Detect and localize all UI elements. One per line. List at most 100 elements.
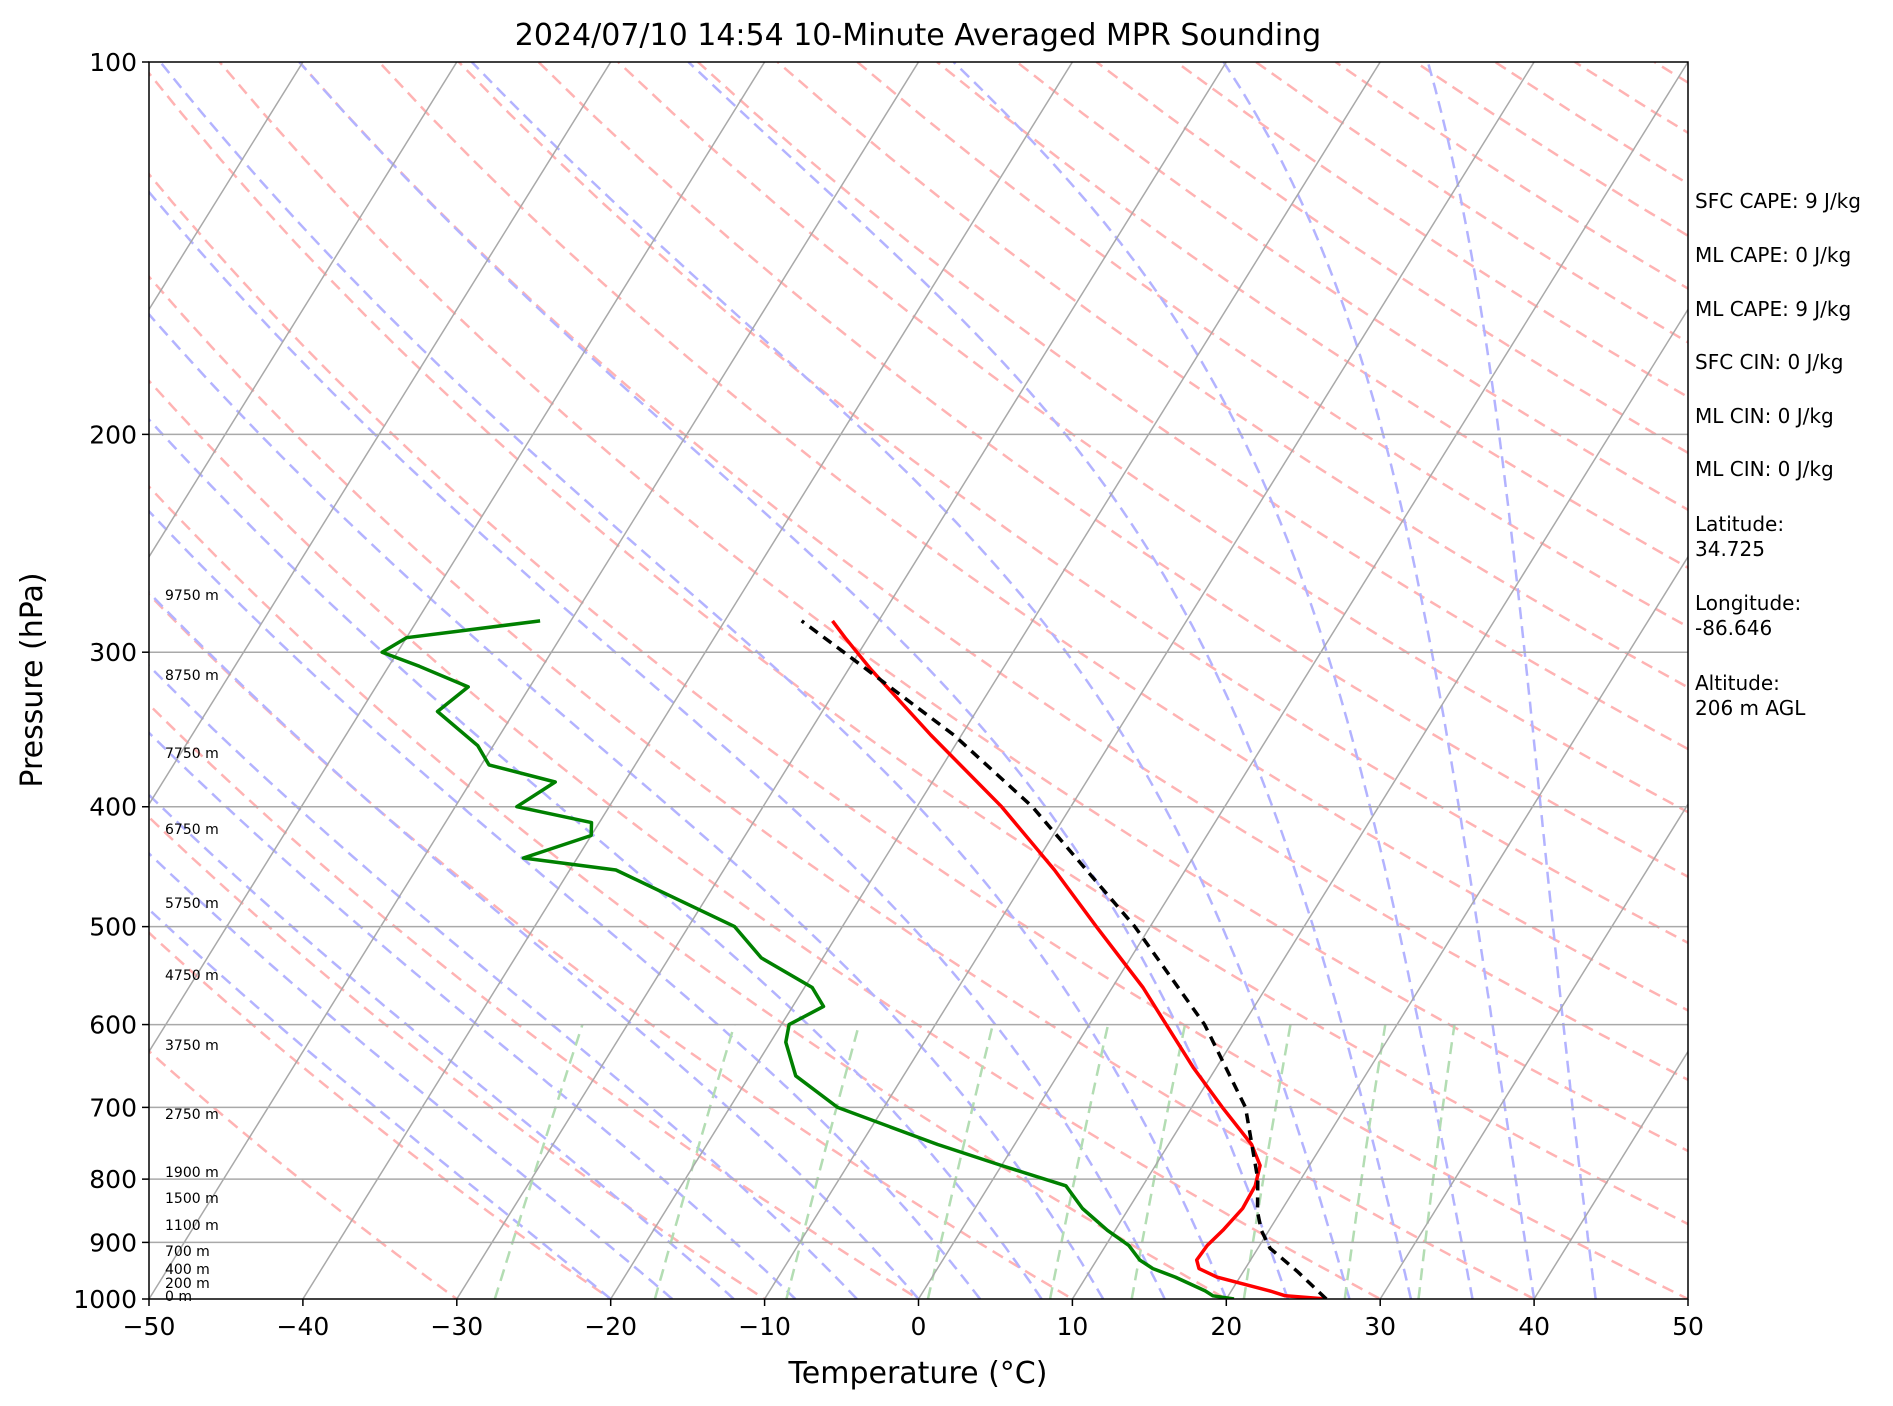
dry-adiabat-line — [149, 71, 1688, 1226]
moist-adiabat-line — [149, 590, 920, 1299]
height-label: 5750 m — [165, 896, 219, 912]
background-guide-lines — [0, 34, 1688, 1325]
moist-adiabat-line — [1426, 62, 1597, 1299]
y-tick-label: 500 — [89, 913, 137, 942]
isotherm-line — [149, 62, 612, 806]
y-tick-label: 1000 — [73, 1285, 137, 1314]
dry-adiabat-line — [298, 62, 1688, 1082]
stat-ml-cape-2: ML CAPE: 9 J/kg — [1695, 297, 1852, 321]
stat-sfc-cape: SFC CAPE: 9 J/kg — [1695, 189, 1861, 213]
isotherm-line — [149, 62, 766, 1054]
x-tick-label: 0 — [911, 1312, 927, 1341]
height-label: 9750 m — [165, 588, 219, 604]
dry-adiabat-line — [617, 62, 1688, 814]
y-tick-label: 200 — [89, 420, 137, 449]
moist-adiabat-line — [952, 62, 1474, 1299]
isotherm-line — [0, 34, 12, 1325]
dry-adiabat-line — [457, 62, 1688, 945]
height-label: 3750 m — [165, 1038, 219, 1054]
y-tick-label: 600 — [89, 1011, 137, 1040]
mixing-ratio-line — [653, 1024, 736, 1299]
y-tick-label: 800 — [89, 1165, 137, 1194]
isotherm-line — [917, 62, 1688, 1299]
mixing-ratio-line — [1343, 1024, 1387, 1299]
moist-adiabat-line — [149, 793, 735, 1299]
moist-adiabat-line — [470, 62, 1351, 1299]
x-tick-label: 30 — [1364, 1312, 1396, 1341]
y-tick-label: 300 — [89, 638, 137, 667]
height-label: 1100 m — [165, 1218, 219, 1234]
mixing-ratio-line — [1417, 1024, 1456, 1299]
dry-adiabat-line — [149, 702, 921, 1299]
moist-adiabat-line — [298, 62, 1290, 1299]
stat-latitude: Latitude: 34.725 — [1695, 512, 1785, 561]
moist-adiabat-line — [149, 509, 982, 1299]
dry-adiabat-line — [149, 931, 613, 1299]
isotherm-line — [149, 62, 458, 559]
height-label: 700 m — [165, 1244, 210, 1260]
y-tick-label: 900 — [89, 1228, 137, 1257]
height-label: 200 m — [165, 1276, 210, 1292]
x-tick-label: −40 — [277, 1312, 330, 1341]
moist-adiabat-line — [149, 851, 674, 1299]
dry-adiabat-line — [149, 274, 1537, 1299]
x-tick-label: 20 — [1210, 1312, 1242, 1341]
height-label: 7750 m — [165, 746, 219, 762]
isotherm-line — [455, 62, 1228, 1299]
isotherm-line — [149, 62, 304, 311]
height-label: 1500 m — [165, 1191, 219, 1207]
isotherm-line — [763, 62, 1535, 1299]
dewpoint-profile-line — [380, 619, 1235, 1299]
moist-adiabat-line — [149, 731, 797, 1299]
moist-adiabat-line — [149, 907, 612, 1299]
height-label: 400 m — [165, 1262, 210, 1278]
x-tick-label: 10 — [1056, 1312, 1088, 1341]
dry-adiabat-line — [149, 172, 1688, 1299]
stat-altitude: Altitude: 206 m AGL — [1695, 671, 1806, 720]
moist-adiabat-line — [149, 417, 1043, 1299]
dry-adiabat-line — [856, 62, 1688, 629]
height-labels: 9750 m 8750 m 7750 m 6750 m 5750 m 4750 m 3750… — [165, 588, 219, 1305]
moist-adiabat-line — [159, 62, 1228, 1299]
y-tick-label: 400 — [89, 793, 137, 822]
x-axis-label: Temperature (°C) — [788, 1356, 1048, 1391]
height-label: 0 m — [165, 1289, 192, 1305]
moist-adiabat-line — [149, 190, 1166, 1299]
isotherm-line — [609, 62, 1382, 1299]
isotherm-line — [1379, 802, 1688, 1299]
grid-lines — [149, 433, 1688, 1244]
height-label: 6750 m — [165, 822, 219, 838]
dry-adiabat-line — [149, 379, 1383, 1299]
y-axis-ticks: 100 200 300 400 500 600 700 800 900 1000 — [73, 48, 149, 1314]
height-label: 4750 m — [165, 968, 219, 984]
x-tick-label: −20 — [584, 1312, 637, 1341]
dry-adiabat-line — [378, 62, 1688, 1012]
isotherm-line — [302, 62, 1074, 1299]
dry-adiabat-line — [149, 592, 1075, 1299]
height-label: 8750 m — [165, 668, 219, 684]
dry-adiabat-line — [149, 484, 1229, 1299]
stat-ml-cin-1: ML CIN: 0 J/kg — [1695, 404, 1834, 428]
height-label: 1900 m — [165, 1165, 219, 1181]
y-tick-label: 100 — [89, 48, 137, 77]
mixing-ratio-line — [785, 1024, 861, 1299]
height-label: 2750 m — [165, 1107, 219, 1123]
moist-adiabat-line — [149, 664, 858, 1299]
x-tick-label: 40 — [1518, 1312, 1550, 1341]
isotherm-line — [149, 62, 920, 1299]
isotherm-line — [1225, 555, 1688, 1299]
x-tick-label: −30 — [430, 1312, 483, 1341]
moist-adiabat-line — [149, 312, 1105, 1299]
moist-adiabat-line — [1222, 62, 1536, 1299]
dry-adiabat-line — [776, 62, 1688, 689]
x-tick-label: 50 — [1672, 1312, 1704, 1341]
isotherm-line — [1071, 307, 1688, 1299]
dry-adiabat-line — [149, 1049, 459, 1299]
stat-ml-cape-1: ML CAPE: 0 J/kg — [1695, 243, 1852, 267]
isotherm-line — [1533, 1050, 1688, 1299]
temperature-profile-line — [831, 619, 1327, 1299]
y-axis-label: Pressure (hPa) — [15, 572, 50, 787]
sounding-profiles — [380, 619, 1328, 1299]
stat-sfc-cin: SFC CIN: 0 J/kg — [1695, 350, 1844, 374]
